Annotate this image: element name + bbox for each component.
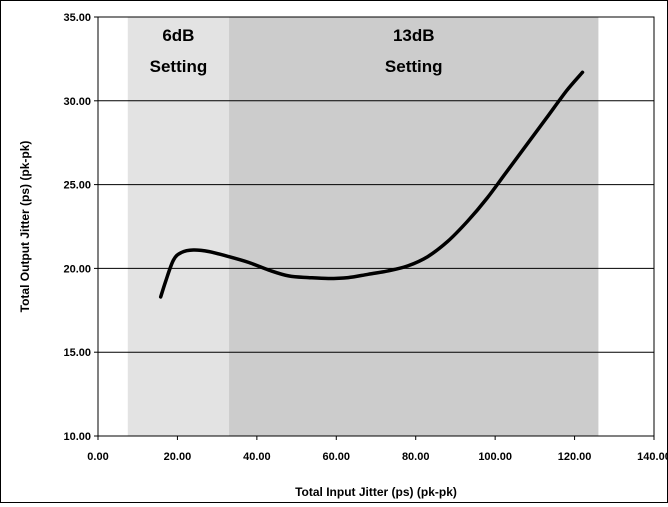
x-tick-label-1: 20.00 bbox=[164, 451, 192, 463]
plot-area-border bbox=[97, 16, 655, 437]
x-tick-label-7: 140.00 bbox=[637, 451, 667, 463]
y-tick-label-5: 35.00 bbox=[63, 12, 91, 24]
y-tick-label-2: 20.00 bbox=[63, 263, 91, 275]
region-label-1-line2: Setting bbox=[385, 57, 443, 76]
x-tick-label-5: 100.00 bbox=[478, 451, 512, 463]
region-label-1-line1: 13dB bbox=[393, 26, 435, 45]
region-band-0 bbox=[127, 17, 230, 436]
ticks-layer: 0.00 20.00 40.00 60.00 80.00 100.00 120.00 140.… bbox=[63, 12, 668, 463]
y-tick-label-3: 25.00 bbox=[63, 180, 91, 192]
x-axis-title: Total Input Jitter (ps) (pk-pk) bbox=[295, 485, 457, 499]
y-axis-title: Total Output Jitter (ps) (pk-pk) bbox=[18, 141, 32, 313]
regions-layer bbox=[127, 17, 599, 436]
y-tick-label-0: 10.00 bbox=[63, 431, 91, 443]
x-tick-label-3: 60.00 bbox=[323, 451, 351, 463]
y-tick-label-4: 30.00 bbox=[63, 96, 91, 108]
series-line-0 bbox=[158, 70, 585, 299]
region-band-1 bbox=[229, 17, 599, 436]
x-tick-label-2: 40.00 bbox=[243, 451, 271, 463]
grid-layer bbox=[98, 100, 654, 353]
x-tick-label-6: 120.00 bbox=[558, 451, 592, 463]
region-label-0-line1: 6dB bbox=[162, 26, 194, 45]
region-labels-layer: 6dB Setting 13dB Setting bbox=[150, 26, 443, 76]
x-tick-label-0: 0.00 bbox=[87, 451, 108, 463]
series-layer bbox=[158, 70, 585, 299]
x-tick-label-4: 80.00 bbox=[402, 451, 430, 463]
y-tick-label-1: 15.00 bbox=[63, 347, 91, 359]
region-label-0-line2: Setting bbox=[150, 57, 208, 76]
